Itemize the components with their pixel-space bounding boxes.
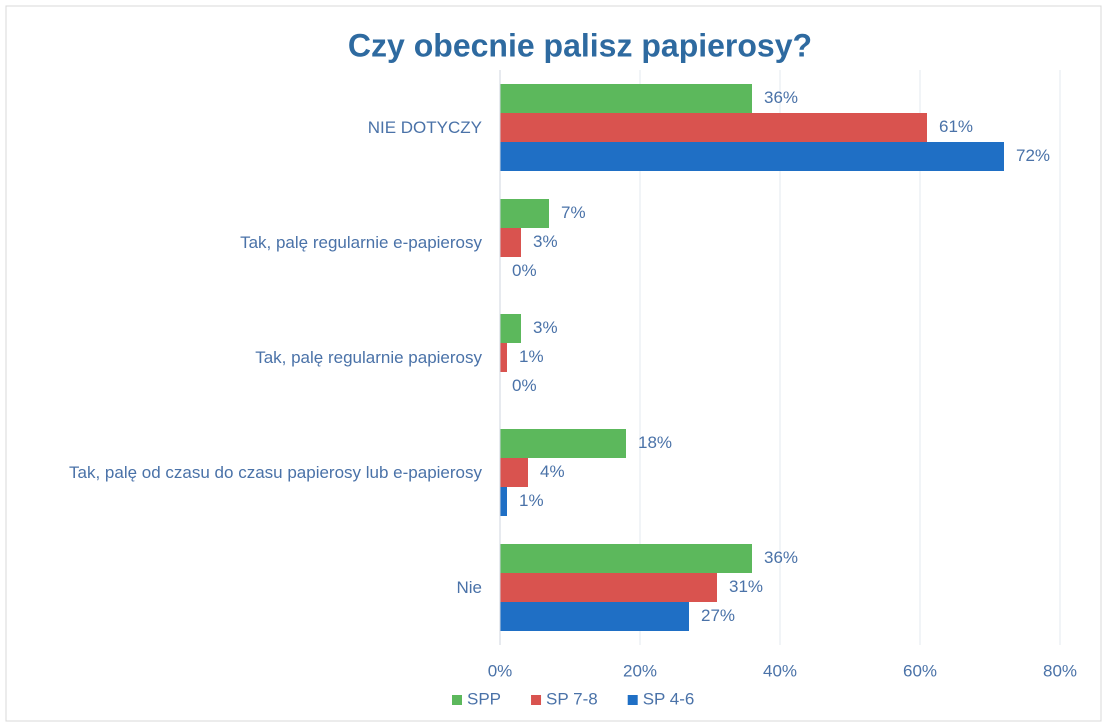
bar bbox=[500, 429, 626, 458]
x-tick-label: 20% bbox=[623, 661, 657, 680]
data-label: 7% bbox=[561, 203, 586, 222]
bar bbox=[500, 314, 521, 343]
bar bbox=[500, 142, 1004, 171]
legend-swatch bbox=[531, 695, 542, 705]
bar bbox=[500, 84, 752, 113]
legend-swatch bbox=[627, 695, 638, 705]
legend-swatch bbox=[452, 695, 462, 705]
bar bbox=[500, 602, 689, 631]
bar bbox=[500, 228, 521, 257]
bar bbox=[500, 343, 507, 372]
data-label: 1% bbox=[519, 491, 544, 510]
data-label: 1% bbox=[519, 347, 544, 366]
category-label: Nie bbox=[456, 577, 482, 597]
x-tick-label: 40% bbox=[763, 661, 797, 680]
bar bbox=[500, 573, 717, 602]
category-label: Tak, palę od czasu do czasu papierosy lu… bbox=[69, 462, 482, 482]
frame bbox=[5, 5, 1102, 722]
category-label: Tak, palę regularnie e-papierosy bbox=[240, 232, 482, 252]
data-label: 72% bbox=[1016, 146, 1050, 165]
data-label: 3% bbox=[533, 318, 558, 337]
legend-label: SP 4-6 bbox=[643, 689, 695, 708]
x-tick-label: 0% bbox=[488, 661, 513, 680]
bar bbox=[500, 199, 549, 228]
x-tick-label: 60% bbox=[903, 661, 937, 680]
data-label: 0% bbox=[512, 261, 537, 280]
data-label: 4% bbox=[540, 462, 565, 481]
category-label: Tak, palę regularnie papierosy bbox=[255, 347, 482, 367]
data-label: 36% bbox=[764, 88, 798, 107]
data-label: 0% bbox=[512, 376, 537, 395]
bar bbox=[500, 544, 752, 573]
chart-title: Czy obecnie palisz papierosy? bbox=[348, 27, 812, 63]
bar bbox=[500, 458, 528, 487]
data-label: 61% bbox=[939, 117, 973, 136]
legend-label: SP 7-8 bbox=[546, 689, 598, 708]
data-label: 31% bbox=[729, 577, 763, 596]
data-label: 18% bbox=[638, 433, 672, 452]
category-label: NIE DOTYCZY bbox=[367, 117, 482, 137]
legend-label: SPP bbox=[467, 689, 501, 708]
data-label: 27% bbox=[701, 606, 735, 625]
bar bbox=[500, 487, 507, 516]
x-tick-label: 80% bbox=[1043, 661, 1077, 680]
data-label: 36% bbox=[764, 548, 798, 567]
bar bbox=[500, 113, 927, 142]
data-label: 3% bbox=[533, 232, 558, 251]
